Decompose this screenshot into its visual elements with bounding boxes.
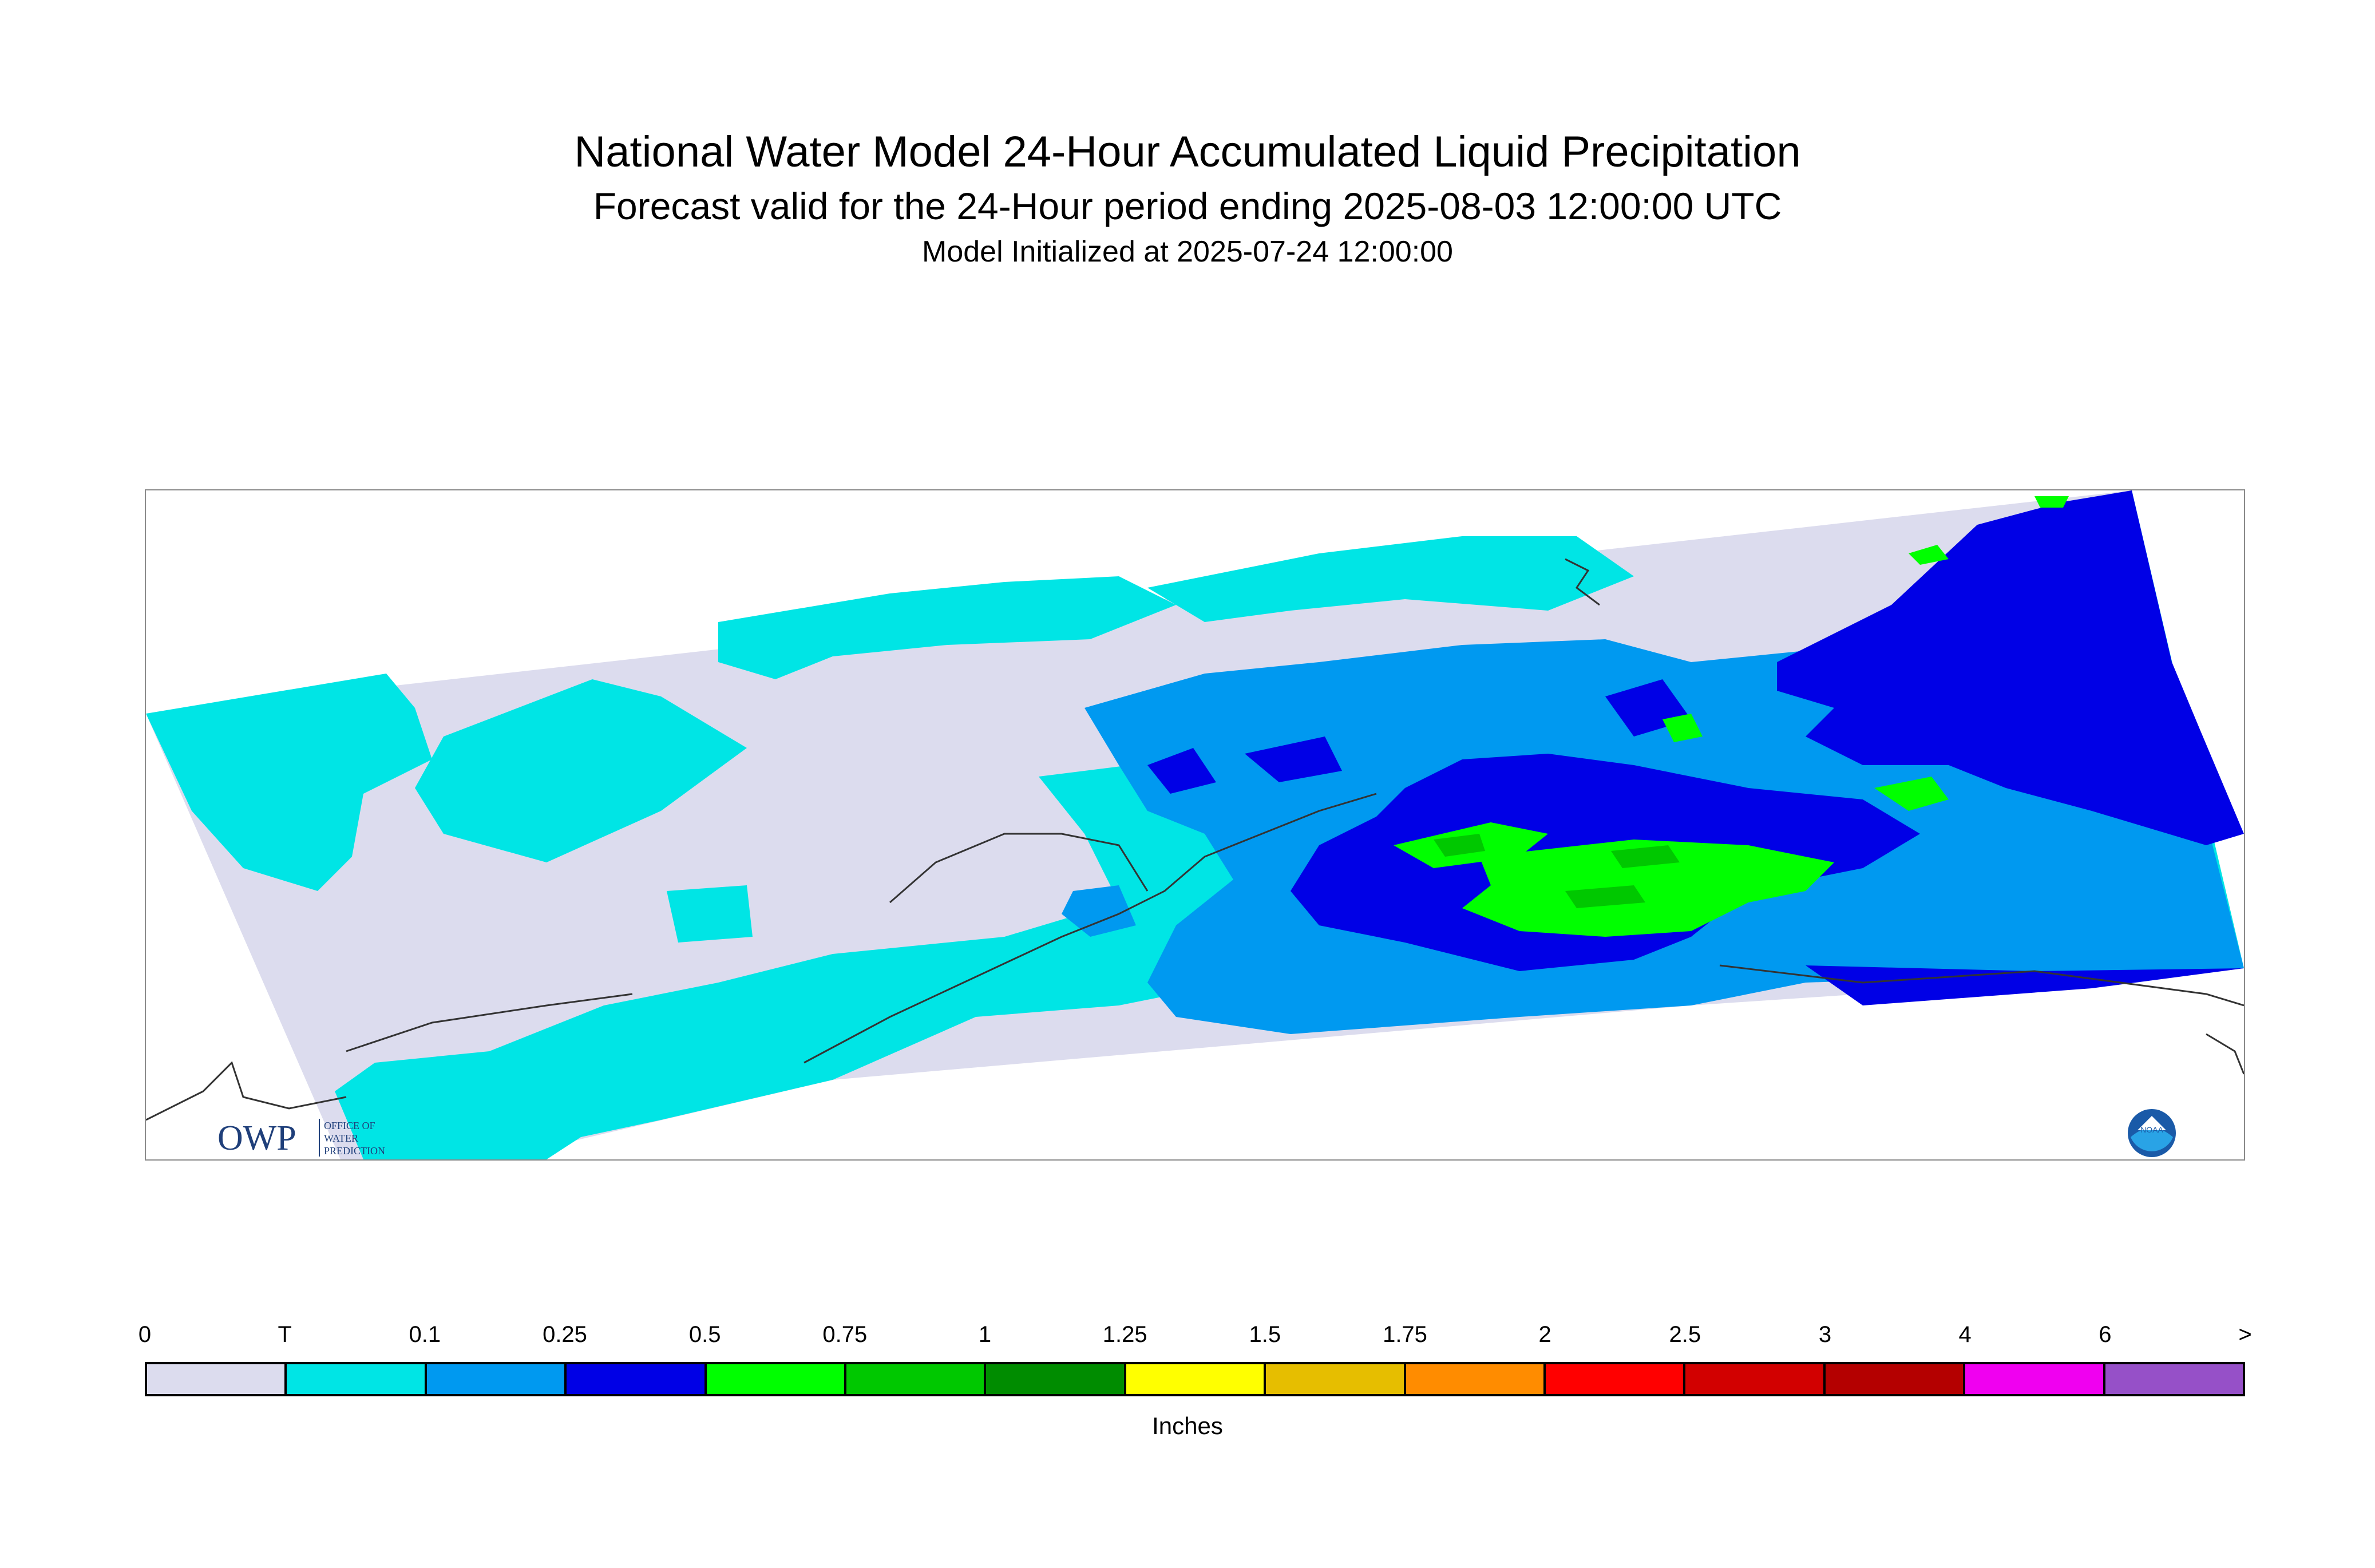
legend-colorbar [145,1362,2245,1396]
map-canvas [146,490,2244,1159]
legend-tick: 1.5 [1249,1322,1281,1347]
legend-tick: 0.25 [543,1322,587,1347]
legend-tick: 0.5 [688,1322,721,1347]
legend-swatch [1685,1364,1826,1394]
legend-tick: > [2238,1322,2252,1347]
owp-logo-line3: PREDICTION [324,1145,385,1157]
noaa-logo-text: NOAA [2140,1125,2163,1134]
legend-tick: 1.75 [1383,1322,1427,1347]
legend-tick: 0.1 [409,1322,441,1347]
legend-units-label: Inches [1152,1412,1223,1439]
legend-swatch [986,1364,1126,1394]
legend-swatch [287,1364,427,1394]
coastline [146,558,2244,1121]
model-initialized-label: Model Initialized at 2025-07-24 12:00:00 [922,235,1453,268]
legend-swatch [846,1364,987,1394]
owp-logo-line2: WATER [324,1133,358,1144]
legend-swatch [567,1364,707,1394]
legend-swatch [1546,1364,1686,1394]
legend-tick: 3 [1818,1322,1832,1347]
legend-swatch [1825,1364,1966,1394]
map-title: National Water Model 24-Hour Accumulated… [574,128,1801,176]
precip-0.75-areas [1434,834,1680,908]
legend-tick: 4 [1958,1322,1972,1347]
legend-tick: 0 [138,1322,152,1347]
legend-swatch [1266,1364,1406,1394]
legend-swatch [426,1364,567,1394]
legend-swatch [706,1364,847,1394]
legend-tick: 1 [978,1322,992,1347]
legend-swatch [1965,1364,2105,1394]
legend-swatch [1406,1364,1546,1394]
owp-logo: OWP OFFICE OF WATER PREDICTION [217,1119,385,1158]
precipitation-map: OWP OFFICE OF WATER PREDICTION NOAA [145,489,2245,1161]
legend-swatch [1126,1364,1266,1394]
legend-tick: T [278,1322,292,1347]
legend-tick: 6 [2099,1322,2112,1347]
legend-tick: 2.5 [1669,1322,1701,1347]
owp-logo-mark: OWP [217,1119,296,1158]
legend-swatch [2105,1364,2243,1394]
noaa-logo: NOAA [2128,1109,2176,1157]
legend-swatch [147,1364,287,1394]
legend-tick: 1.25 [1102,1322,1147,1347]
owp-logo-line1: OFFICE OF [324,1120,375,1131]
forecast-valid-subtitle: Forecast valid for the 24-Hour period en… [593,185,1782,227]
legend-tick: 2 [1538,1322,1551,1347]
legend-tick: 0.75 [822,1322,868,1347]
